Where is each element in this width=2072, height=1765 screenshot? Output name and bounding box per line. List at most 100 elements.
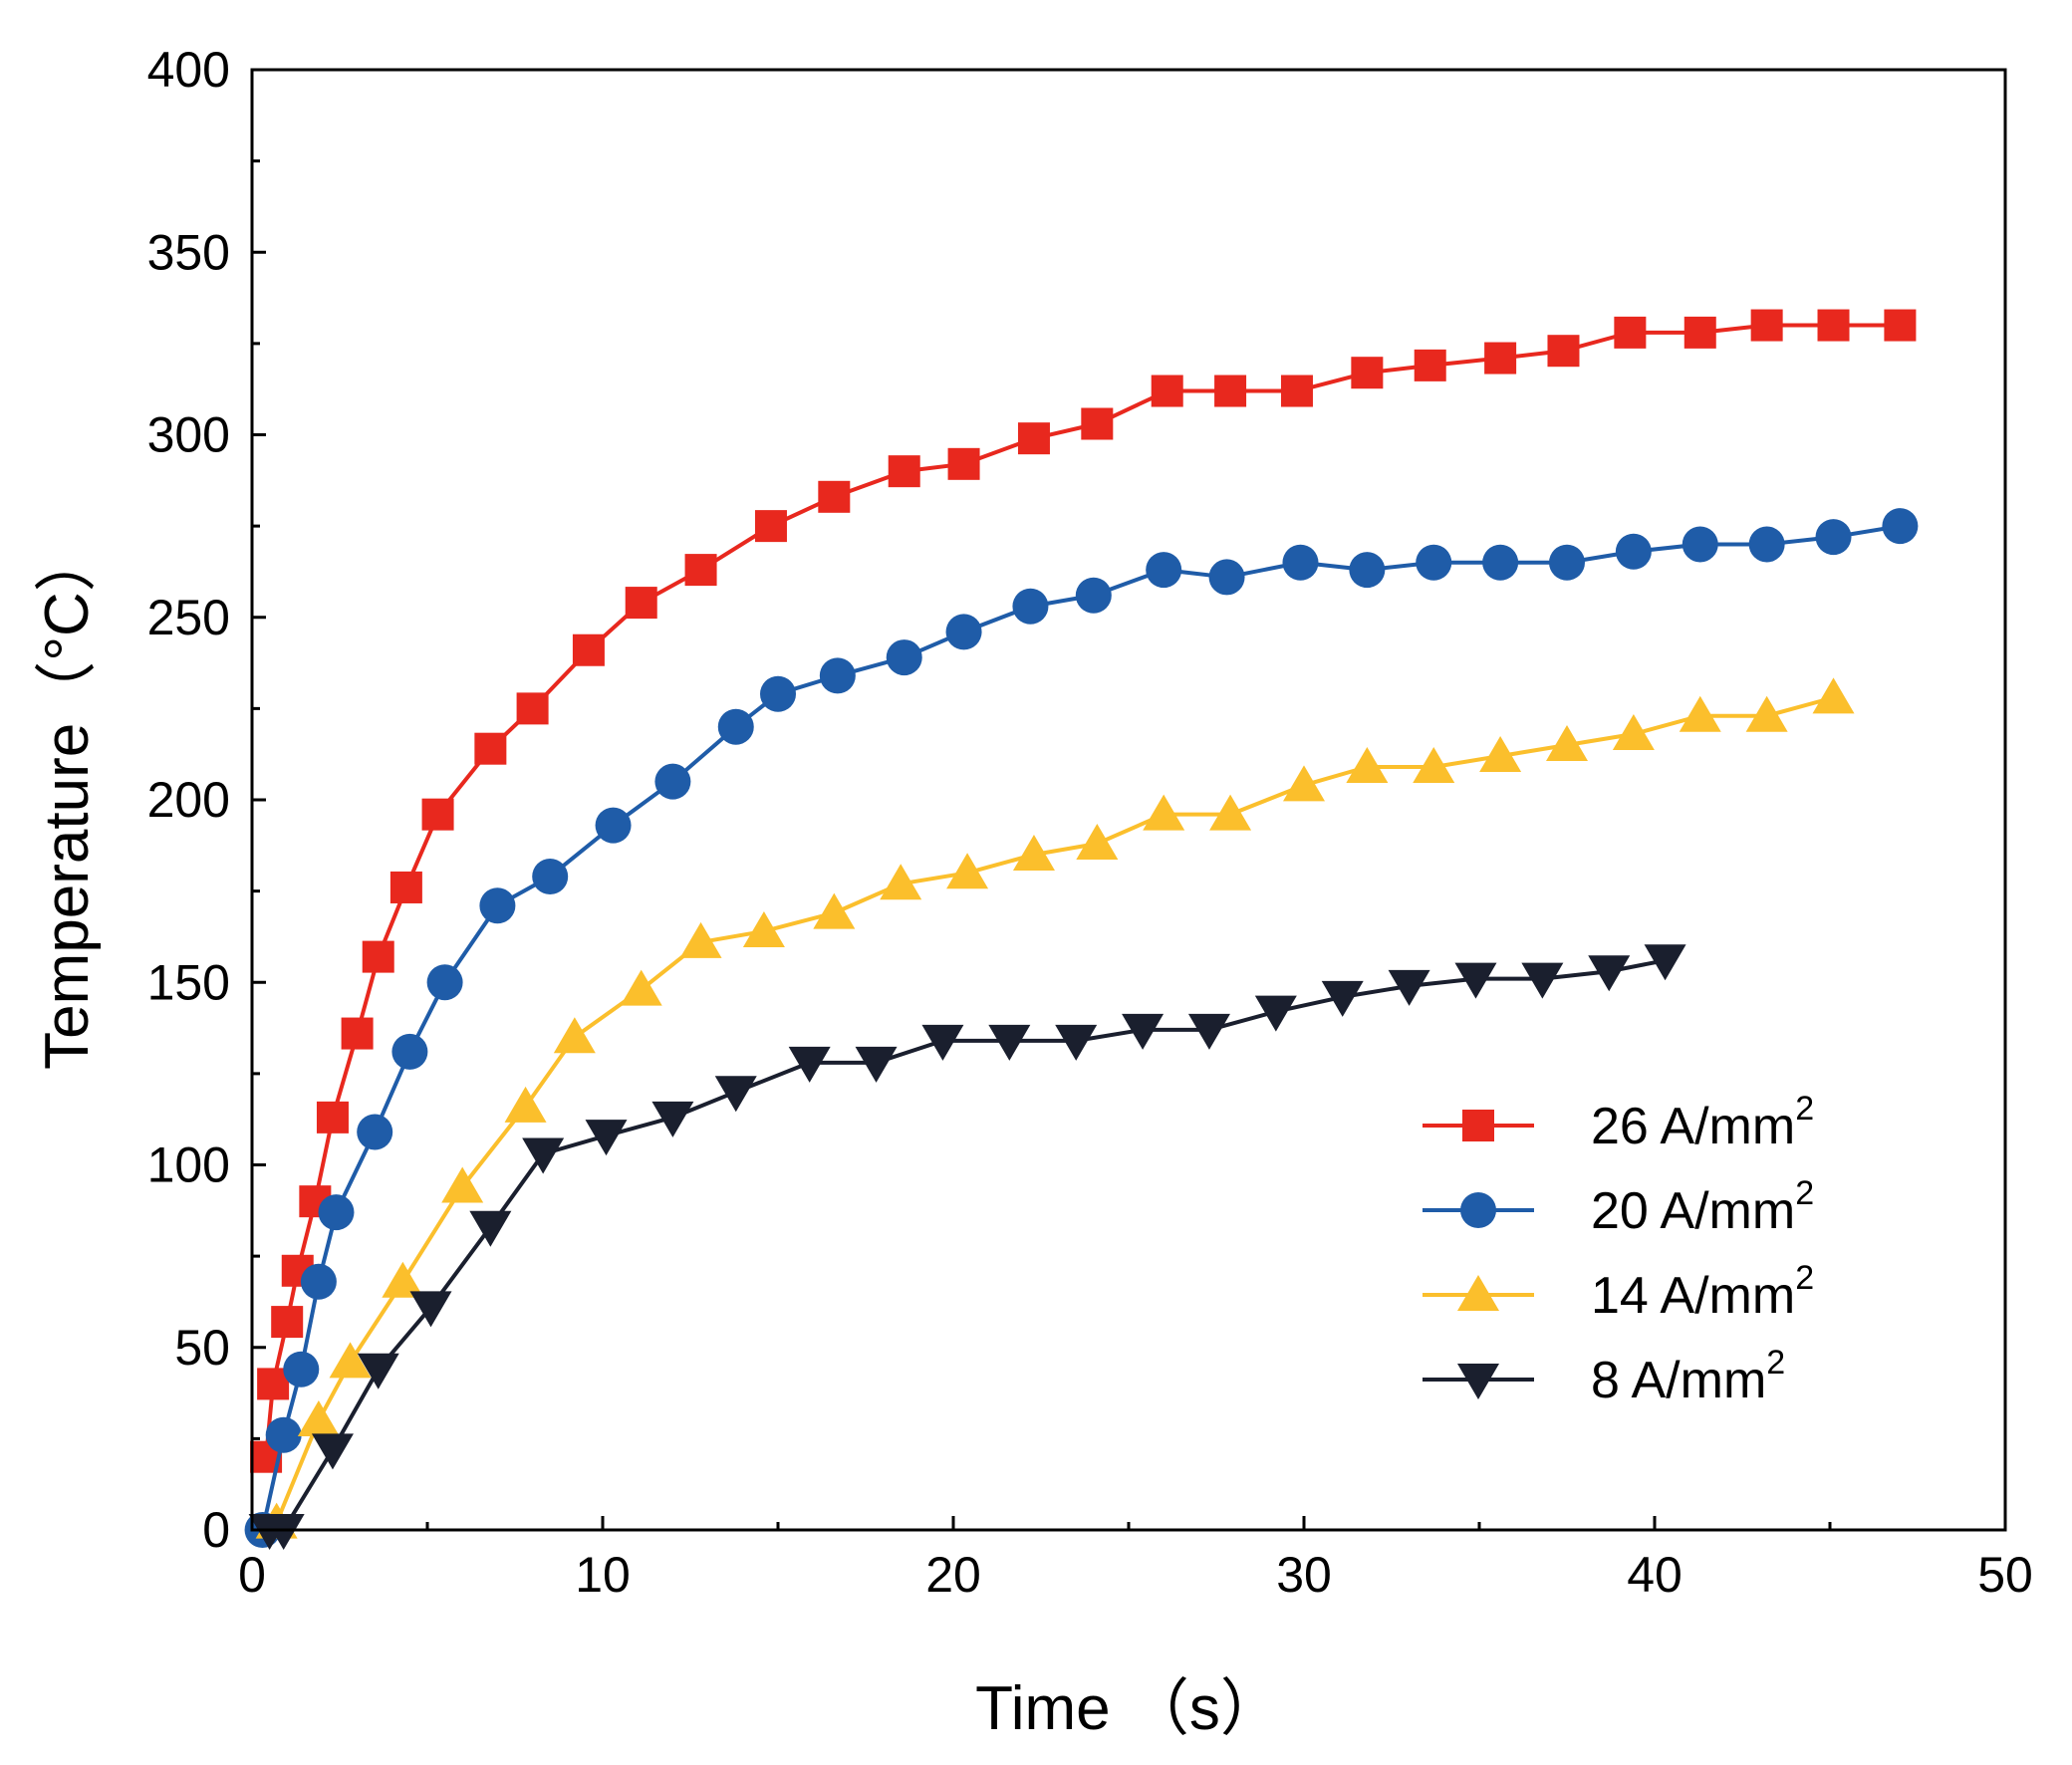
data-point <box>714 1076 757 1113</box>
legend-label: 26 A/mm2 <box>1591 1090 1814 1155</box>
data-point <box>1283 765 1325 802</box>
legend-entry: 20 A/mm2 <box>1423 1174 1814 1240</box>
data-point <box>813 892 856 929</box>
legend-marker <box>1457 1275 1499 1311</box>
data-point <box>391 1033 428 1070</box>
data-point <box>886 639 922 676</box>
data-point <box>1684 316 1716 349</box>
data-point <box>283 1351 320 1387</box>
data-point <box>620 969 662 1006</box>
y-tick-label: 350 <box>147 224 230 280</box>
series-1 <box>244 508 1919 1548</box>
legend-label: 8 A/mm2 <box>1591 1344 1785 1409</box>
data-point <box>426 964 463 1001</box>
legend-entry: 8 A/mm2 <box>1423 1344 1785 1409</box>
data-point <box>1612 714 1655 751</box>
data-point <box>880 864 922 900</box>
data-point <box>1055 1024 1098 1061</box>
data-point <box>1416 544 1452 581</box>
data-point <box>855 1046 898 1083</box>
data-point <box>522 1137 565 1174</box>
data-point <box>1075 577 1112 614</box>
data-point <box>888 455 920 488</box>
data-point <box>1479 736 1522 773</box>
data-point <box>1614 316 1647 349</box>
data-point <box>271 1306 304 1339</box>
y-tick-label: 400 <box>147 42 230 98</box>
data-point <box>1282 544 1319 581</box>
legend-superscript: 2 <box>1795 1259 1814 1297</box>
data-point <box>1748 526 1785 563</box>
data-point <box>474 732 507 765</box>
data-point <box>754 510 787 543</box>
data-point <box>409 1291 452 1328</box>
legend-entry: 26 A/mm2 <box>1423 1090 1814 1155</box>
data-point <box>1812 677 1855 714</box>
data-point <box>382 1261 424 1298</box>
data-point <box>679 921 722 958</box>
legend-superscript: 2 <box>1795 1174 1814 1212</box>
x-tick-label: 10 <box>575 1547 631 1603</box>
data-point <box>1146 552 1182 589</box>
data-point <box>1012 588 1049 625</box>
data-point <box>1346 747 1389 784</box>
data-point <box>1017 422 1050 455</box>
data-point <box>329 1342 372 1379</box>
data-point <box>585 1120 628 1156</box>
data-point <box>654 763 691 800</box>
data-point <box>516 692 549 725</box>
legend-marker <box>1460 1192 1496 1228</box>
x-tick-label: 20 <box>925 1547 981 1603</box>
data-point <box>1644 944 1686 981</box>
data-point <box>297 1400 340 1437</box>
series-layer <box>244 309 1919 1550</box>
data-point <box>945 614 982 650</box>
data-point <box>1484 342 1517 375</box>
data-point <box>684 554 717 587</box>
y-axis-title: Temperature（°C） <box>33 530 102 1070</box>
data-point <box>1815 519 1852 556</box>
series-line <box>269 958 1666 1532</box>
data-point <box>479 887 516 924</box>
y-tick-label: 150 <box>147 954 230 1010</box>
data-point <box>1122 1013 1165 1050</box>
data-point <box>921 1024 964 1061</box>
data-point <box>1547 335 1580 368</box>
series-3 <box>248 944 1686 1550</box>
data-point <box>1482 544 1519 581</box>
data-point <box>553 1017 596 1054</box>
data-point <box>1254 995 1297 1032</box>
data-point <box>946 853 989 889</box>
data-point <box>265 1416 302 1453</box>
data-point <box>788 1046 831 1083</box>
data-point <box>1076 823 1119 860</box>
data-point <box>1745 695 1788 732</box>
data-point <box>760 675 796 712</box>
data-point <box>469 1210 512 1247</box>
data-point <box>1209 794 1252 831</box>
data-point <box>300 1263 337 1300</box>
data-point <box>1817 309 1850 342</box>
data-point <box>1349 552 1386 589</box>
data-point <box>1884 309 1917 342</box>
data-point <box>742 910 785 947</box>
legend: 26 A/mm2 20 A/mm2 14 A/mm2 8 A/mm2 <box>1423 1090 1814 1409</box>
data-point <box>1882 508 1919 545</box>
data-point <box>1187 1013 1230 1050</box>
data-point <box>1143 794 1185 831</box>
data-point <box>818 480 851 513</box>
x-tick-label: 30 <box>1276 1547 1332 1603</box>
data-point <box>988 1024 1031 1061</box>
data-point <box>651 1101 694 1137</box>
data-point <box>1280 375 1313 407</box>
data-point <box>318 1194 355 1231</box>
data-point <box>1615 533 1652 570</box>
data-point <box>1388 969 1430 1006</box>
x-tick-label: 40 <box>1627 1547 1683 1603</box>
legend-marker <box>1457 1364 1499 1399</box>
y-tick-label: 50 <box>174 1320 230 1376</box>
data-point <box>819 657 856 694</box>
data-point <box>1521 962 1564 999</box>
data-point <box>421 798 454 831</box>
series-2 <box>255 677 1855 1539</box>
